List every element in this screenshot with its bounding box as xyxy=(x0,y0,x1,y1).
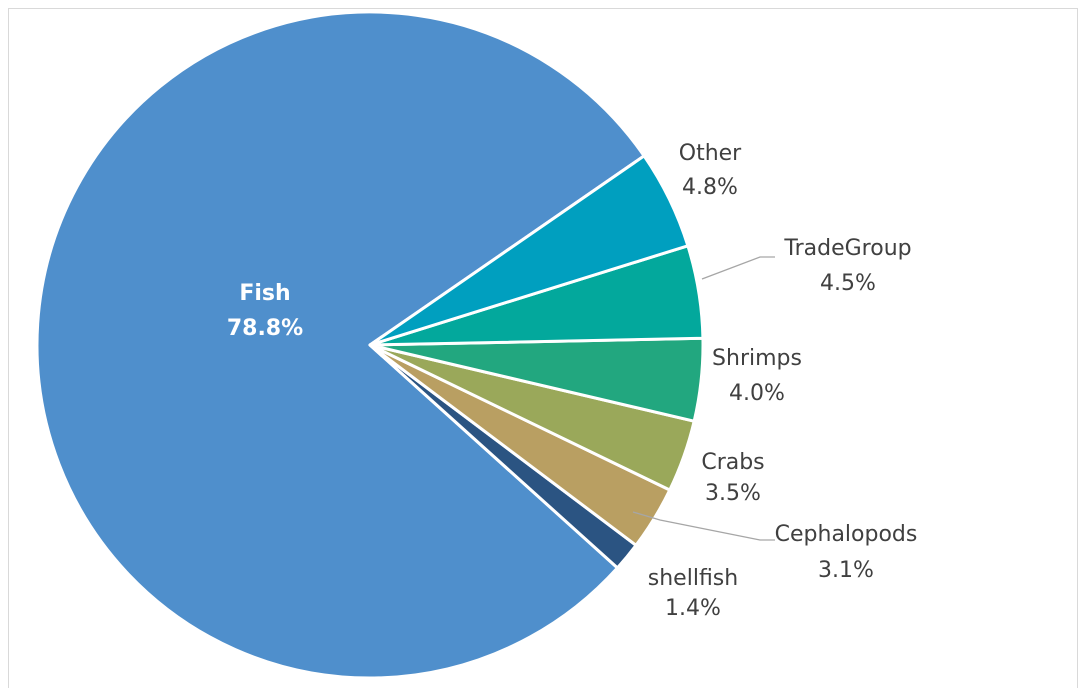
slice-value-tradegroup: 4.5% xyxy=(820,271,876,296)
leader-line-cephalopods xyxy=(632,511,775,541)
slice-label-crabs: Crabs xyxy=(701,450,764,475)
slice-value-shellfish: 1.4% xyxy=(665,596,721,621)
slice-label-shrimps: Shrimps xyxy=(712,346,802,371)
leader-lines-layer xyxy=(632,256,775,541)
slice-label-other: Other xyxy=(679,141,742,166)
slice-label-shellfish: shellfish xyxy=(648,566,738,591)
slice-value-cephalopods: 3.1% xyxy=(818,558,874,583)
labels-layer: Fish 78.8% shellfish 1.4% Cephalopods 3.1% Cra… xyxy=(227,141,918,621)
slices-layer xyxy=(35,10,705,680)
slice-label-tradegroup: TradeGroup xyxy=(783,236,911,261)
slice-label-fish: Fish xyxy=(239,281,290,306)
slice-value-shrimps: 4.0% xyxy=(729,381,785,406)
slice-value-fish: 78.8% xyxy=(227,316,303,341)
slice-value-other: 4.8% xyxy=(682,175,738,200)
slice-label-cephalopods: Cephalopods xyxy=(775,522,918,547)
leader-line-tradegroup xyxy=(701,256,775,280)
slice-value-crabs: 3.5% xyxy=(705,481,761,506)
pie-slice-fish xyxy=(35,10,646,680)
pie-slice-other xyxy=(368,154,690,347)
